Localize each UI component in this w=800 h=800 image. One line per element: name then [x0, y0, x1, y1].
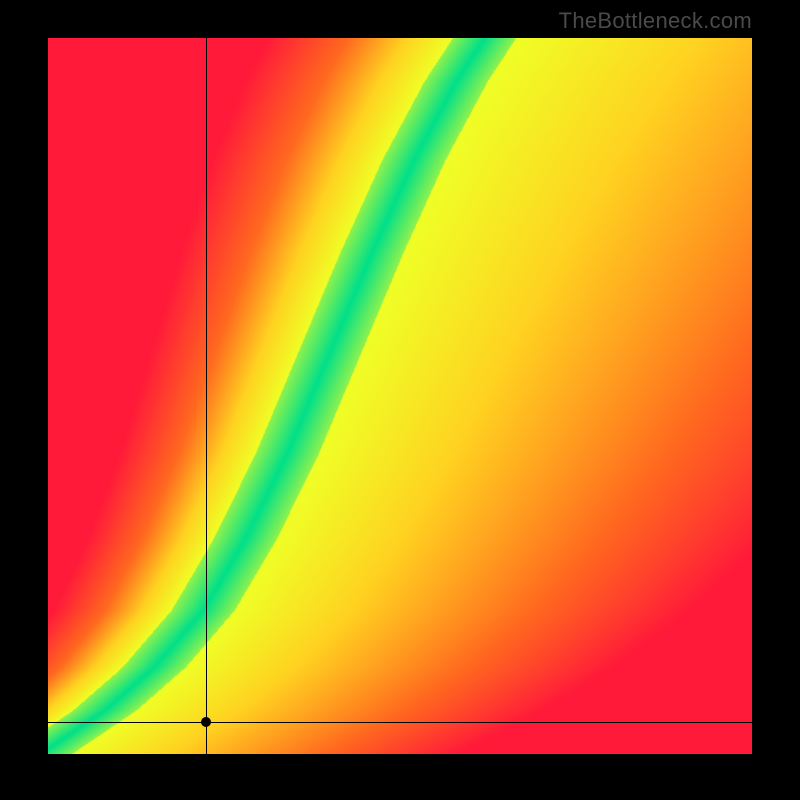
crosshair-vertical	[206, 38, 207, 754]
marker-dot	[201, 717, 211, 727]
watermark-text: TheBottleneck.com	[559, 8, 752, 34]
heatmap-canvas	[48, 38, 752, 754]
crosshair-horizontal	[48, 722, 752, 723]
heatmap-frame	[48, 38, 752, 754]
